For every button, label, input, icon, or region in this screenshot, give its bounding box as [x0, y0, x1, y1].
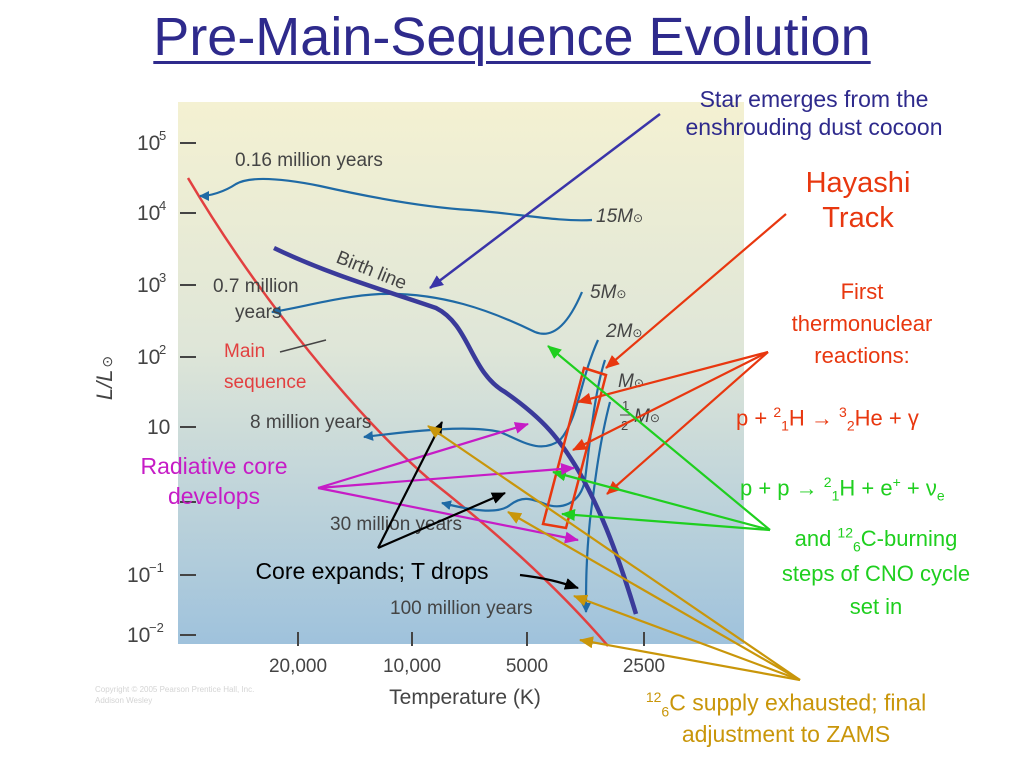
label-100-million-years: 100 million years — [390, 598, 533, 619]
label-1-solar-mass: M⊙ — [618, 371, 644, 392]
svg-text:4: 4 — [159, 198, 166, 213]
svg-text:1: 1 — [622, 398, 629, 413]
core-expands-note: Core expands; T drops — [255, 558, 489, 584]
x-axis-label: Temperature (K) — [389, 686, 541, 709]
svg-text:5: 5 — [159, 128, 166, 143]
y-tick-1e4: 104 — [137, 198, 196, 225]
copyright-text: Copyright © 2005 Pearson Prentice Hall, … — [95, 685, 254, 694]
x-tick-20000: 20,000 — [269, 656, 327, 677]
track-5m — [271, 291, 584, 335]
arrow-cno-3 — [561, 509, 771, 532]
svg-text:10: 10 — [137, 202, 160, 225]
svg-text:10: 10 — [137, 132, 160, 155]
copyright-text-2: Addison Wesley — [95, 696, 152, 705]
label-5-solar-mass: 5M⊙ — [590, 282, 626, 303]
radiative-core-note: Radiative core develops — [140, 453, 288, 509]
equation-pp-deuterium: p + 21H → 32He + γ — [736, 404, 919, 434]
label-30-million-years: 30 million years — [330, 514, 462, 535]
page-title: Pre-Main-Sequence Evolution — [153, 7, 871, 67]
svg-text:2: 2 — [159, 342, 166, 357]
arrow-zams-3 — [573, 594, 801, 682]
x-tick-2500: 2500 — [623, 656, 665, 677]
arrow-thermo-2 — [572, 351, 769, 451]
arrow-core-expands-2 — [377, 491, 506, 550]
svg-text:10: 10 — [127, 564, 150, 587]
svg-text:10: 10 — [137, 274, 160, 297]
x-tick-5000: 5000 — [506, 656, 548, 677]
arrow-core-expands-1 — [377, 421, 443, 549]
y-tick-10: 10 — [147, 416, 196, 439]
y-axis-label: L/L⊙ — [92, 356, 117, 400]
svg-text:5M⊙: 5M⊙ — [590, 282, 626, 303]
cno-cycle-note: and 126C-burning steps of CNO cycle set … — [781, 524, 971, 620]
arrow-thermo-3 — [606, 351, 769, 495]
star-emerges-note: Star emerges from the enshrouding dust c… — [685, 86, 943, 140]
x-tick-10000: 10,000 — [383, 656, 441, 677]
thermonuclear-note: First thermonuclear reactions: — [791, 279, 933, 368]
arrow-zams-1 — [427, 425, 801, 681]
label-0.16-million-years: 0.16 million years — [235, 150, 383, 171]
arrow-cno-1 — [547, 345, 771, 531]
arrow-hayashi — [605, 213, 787, 369]
arrow-radiative-1 — [317, 422, 529, 490]
arrow-thermo-1 — [577, 350, 769, 405]
svg-text:−2: −2 — [149, 620, 164, 635]
svg-text:2M⊙: 2M⊙ — [605, 321, 642, 342]
arrow-radiative-3 — [317, 486, 579, 544]
y-tick-1e2: 102 — [137, 342, 196, 369]
svg-text:M⊙: M⊙ — [618, 371, 644, 392]
label-0.7-million: 0.7 million — [213, 276, 299, 297]
svg-text:15M⊙: 15M⊙ — [596, 206, 643, 227]
main-sequence-pointer — [279, 339, 327, 353]
zams-adjustment-note: 126C supply exhausted; final adjustment … — [645, 689, 927, 748]
label-sequence: sequence — [224, 372, 306, 393]
svg-text:10: 10 — [147, 416, 170, 439]
svg-text:−1: −1 — [149, 560, 164, 575]
arrow-zams-4 — [579, 636, 801, 682]
svg-text:10: 10 — [127, 624, 150, 647]
arrow-star-emerges — [429, 113, 661, 289]
label-2-solar-mass: 2M⊙ — [605, 321, 642, 342]
arrow-cno-2 — [552, 469, 771, 532]
label-15-solar-mass: 15M⊙ — [596, 206, 643, 227]
svg-text:L/L⊙: L/L⊙ — [92, 356, 117, 400]
birth-line — [273, 245, 639, 615]
y-tick-1e5: 105 — [137, 128, 196, 155]
label-main: Main — [224, 341, 265, 362]
track-15m — [199, 177, 593, 222]
hayashi-track-note: Hayashi Track — [805, 167, 911, 234]
label-8-million-years: 8 million years — [250, 412, 371, 433]
arrow-radiative-2 — [317, 463, 575, 490]
svg-text:10: 10 — [137, 346, 160, 369]
arrow-zams-2 — [507, 511, 801, 681]
svg-text:3: 3 — [159, 270, 166, 285]
y-tick-1e3: 103 — [137, 270, 196, 297]
y-tick-1e-2: 10−2 — [127, 620, 196, 647]
arrow-core-expands-3 — [519, 573, 579, 590]
svg-text:2: 2 — [621, 418, 628, 433]
y-tick-1e-1: 10−1 — [127, 560, 196, 587]
x-axis-ticks — [297, 632, 645, 646]
equation-pp-chain: p + p → 21H + e+ + νe — [740, 474, 945, 504]
main-sequence-line — [186, 177, 609, 647]
label-years: years — [235, 302, 281, 323]
plot-background — [178, 102, 744, 644]
